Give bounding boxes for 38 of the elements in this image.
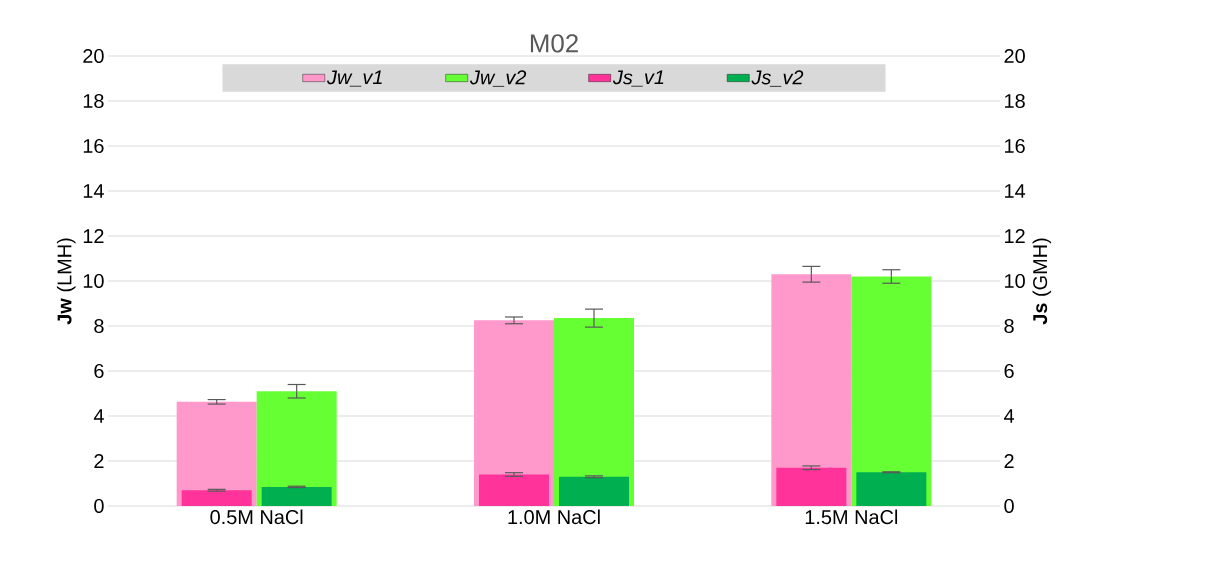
y-tick-label: 2: [94, 454, 104, 468]
bar: [559, 476, 630, 506]
y2-tick-label: 18: [1005, 93, 1025, 109]
y2-tick-label: 20: [1004, 48, 1025, 64]
y-tick-label: 8: [94, 318, 104, 334]
y2-tick-label: 4: [1003, 409, 1015, 423]
legend-label: Js_v2: [751, 70, 804, 87]
y2-tick-label: 6: [1004, 363, 1014, 379]
y-tick-label: 10: [83, 273, 104, 289]
y-tick-label: 6: [94, 363, 104, 379]
y2-tick-label: 0: [1004, 498, 1014, 514]
y2-tick-label: 2: [1004, 454, 1014, 468]
bar: [856, 472, 927, 506]
y-tick-label: 12: [83, 229, 104, 243]
chart-title: M02: [530, 34, 578, 53]
x-tick-label: 1.0M NaCl: [508, 509, 600, 525]
y2-tick-label: 12: [1005, 229, 1025, 243]
y-tick-label: 16: [83, 138, 104, 154]
y-tick-label: 14: [83, 184, 104, 198]
bar: [261, 486, 332, 506]
y-tick-label: 0: [94, 498, 104, 514]
bar: [776, 467, 847, 506]
bar: [479, 474, 550, 506]
y-tick-label: 20: [83, 48, 104, 64]
y2-tick-label: 10: [1005, 273, 1025, 289]
y-tick-label: 4: [93, 409, 104, 423]
legend-label: Jw_v2: [469, 70, 527, 87]
y2-tick-label: 16: [1005, 138, 1025, 154]
legend-label: Js_v1: [612, 70, 664, 87]
bar: [181, 490, 252, 506]
x-tick-label: 0.5M NaCl: [210, 509, 303, 525]
y2-axis-title: Js (GMH): [1032, 238, 1052, 325]
y-axis-title: Jw (LMH): [56, 238, 76, 325]
x-tick-label: 1.5M NaCl: [805, 509, 898, 525]
y-tick-label: 18: [83, 93, 104, 109]
legend-label: Jw_v1: [326, 70, 382, 87]
y2-tick-label: 14: [1005, 184, 1026, 198]
y2-tick-label: 8: [1004, 318, 1014, 334]
